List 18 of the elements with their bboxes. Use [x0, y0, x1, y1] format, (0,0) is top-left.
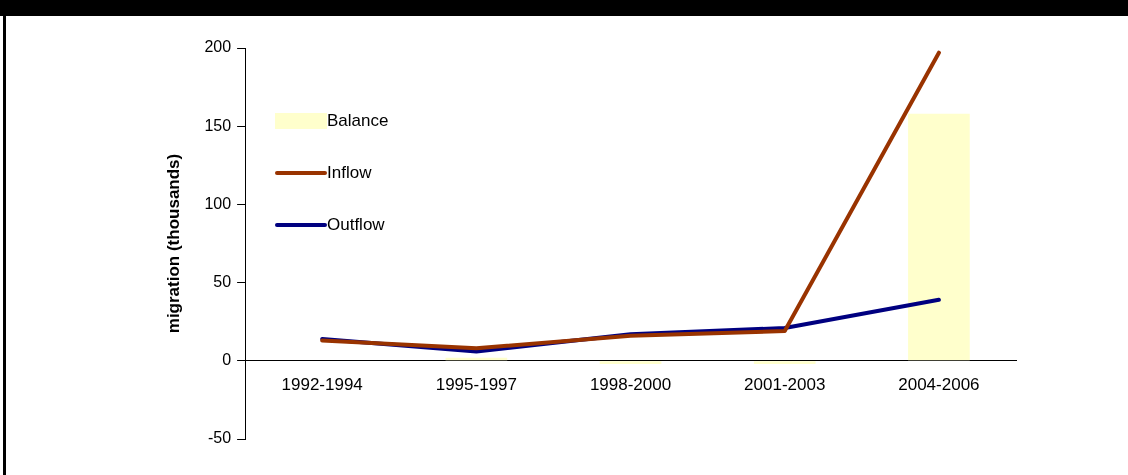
legend-label: Outflow — [327, 215, 385, 235]
y-tick-label: 100 — [204, 194, 232, 212]
y-axis-title: migration (thousands) — [163, 153, 183, 334]
x-tick-label: 1992-1994 — [281, 374, 363, 394]
legend-label: Balance — [327, 111, 389, 131]
bar — [908, 113, 970, 361]
y-tick-label: 0 — [222, 351, 232, 369]
x-tick-label: 1998-2000 — [589, 374, 672, 394]
y-tick-label: 50 — [213, 273, 232, 291]
x-tick-label: 2001-2003 — [744, 374, 826, 394]
x-tick-label: 2004-2006 — [898, 374, 980, 394]
bar — [599, 361, 662, 364]
y-tick-label: -50 — [207, 429, 232, 447]
legend-label: Inflow — [327, 163, 372, 183]
y-tick-label: 150 — [204, 116, 232, 134]
x-tick-label: 1995-1997 — [435, 374, 518, 394]
bar — [753, 361, 816, 364]
y-tick-label: 200 — [204, 38, 232, 56]
